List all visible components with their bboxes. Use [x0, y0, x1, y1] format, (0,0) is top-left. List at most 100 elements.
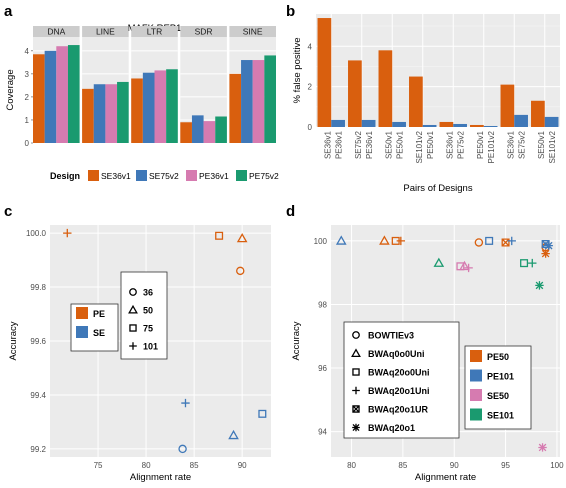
chart-c-xtick: 90: [238, 461, 247, 470]
chart-b-xtick: PE75v2: [456, 130, 465, 159]
chart-b-bar: [331, 119, 345, 127]
chart-a-bar: [264, 55, 276, 143]
chart-c-ylabel: Accuracy: [8, 321, 19, 360]
chart-d-shape-legend-label: BOWTIEv3: [368, 331, 414, 341]
chart-c-shape-legend-label: 75: [143, 324, 153, 334]
chart-c-xtick: 85: [190, 461, 199, 470]
chart-a-legend-label: PE36v1: [199, 171, 229, 181]
chart-d-shape-legend-symbol: [352, 368, 360, 376]
chart-a-ytick: 2: [25, 93, 30, 102]
chart-a-strip: [131, 26, 178, 37]
chart-c-shape-legend-box: [120, 271, 168, 360]
chart-a-strip: [33, 26, 80, 37]
chart-a-bar: [215, 116, 227, 143]
chart-a-ytick: 4: [25, 47, 30, 56]
chart-d-color-legend-label: SE101: [487, 411, 514, 421]
chart-b-xtick: PE50v1: [476, 130, 485, 159]
chart-d-point: [538, 443, 547, 452]
chart-d-color-legend-swatch: [470, 408, 482, 421]
chart-b-xtick: PE36v1: [365, 130, 374, 159]
chart-a-bar: [166, 69, 178, 143]
chart-d-point: [501, 238, 510, 247]
chart-a-bar: [131, 78, 143, 143]
chart-b-xtick: SE36v1: [506, 130, 515, 159]
chart-b-bar: [439, 121, 454, 127]
chart-a-bar: [180, 122, 192, 143]
chart-b-bar: [317, 18, 332, 128]
chart-d-accuracy: 80 85 90 95 100 94 96 98 100 Alignment rate Accura…: [291, 225, 564, 483]
chart-b-xtick: SE50v1: [384, 130, 393, 159]
chart-d-color-legend-label: PE101: [487, 372, 514, 382]
chart-d-point: [507, 236, 516, 246]
chart-d-point: [535, 281, 544, 290]
chart-a-ytick: 0: [25, 139, 30, 148]
chart-d-shape-legend-box: [343, 321, 460, 439]
chart-b-xtick: SE75v2: [517, 130, 526, 159]
chart-c-color-legend-label: SE: [93, 328, 105, 338]
chart-d-shape-legend-label: BWAq0o0Uni: [368, 349, 425, 359]
chart-a-bar: [93, 84, 106, 143]
chart-a-bar: [154, 70, 167, 143]
chart-c-ytick: 99.8: [30, 283, 46, 292]
chart-b-xtick: SE36v1: [445, 130, 454, 159]
chart-d-shape-legend-symbol: [352, 405, 360, 413]
chart-d-xlabel: Alignment rate: [415, 472, 476, 483]
chart-c-shape-legend-label: 36: [143, 288, 153, 298]
chart-b-bar: [392, 121, 406, 127]
chart-b-xlabel: Pairs of Designs: [403, 183, 472, 194]
chart-a-bar: [117, 81, 129, 143]
chart-b-xtick: PE36v1: [334, 130, 343, 159]
chart-c-point: [178, 444, 187, 454]
chart-a-strip: [82, 26, 129, 37]
chart-a-bar: [82, 88, 94, 143]
chart-b-xtick: PE101v2: [487, 130, 496, 163]
chart-a-ytick: 1: [25, 116, 30, 125]
chart-b-bar: [470, 124, 484, 127]
chart-d-ytick: 96: [318, 364, 327, 373]
chart-a-coverage: MAFK REP1Coverage01234DNALINELTRSDRSINED…: [5, 23, 279, 181]
chart-a-bar: [105, 84, 118, 143]
chart-b-bar: [361, 119, 376, 127]
chart-c-point: [236, 232, 248, 243]
chart-d-xtick: 85: [398, 461, 407, 470]
chart-c-xlabel: Alignment rate: [130, 472, 191, 483]
chart-a-legend-swatch: [236, 170, 247, 181]
chart-b-bar: [514, 114, 528, 127]
chart-c-shape-legend-symbol: [129, 288, 137, 296]
chart-a-bar: [67, 45, 80, 143]
chart-d-color-legend-swatch: [470, 369, 482, 382]
chart-c-point: [236, 266, 245, 276]
chart-b-xtick: PE50v1: [395, 130, 404, 159]
chart-c-ytick: 99.6: [30, 337, 46, 346]
chart-c-point: [228, 429, 239, 440]
chart-b-ytick: 4: [308, 42, 313, 51]
chart-d-shape-legend-symbol: [351, 348, 361, 358]
chart-c-color-legend-swatch: [76, 307, 88, 319]
panel-letter-b: b: [286, 3, 295, 20]
chart-a-ylabel: Coverage: [5, 69, 16, 110]
chart-a-bar: [241, 60, 253, 143]
chart-d-xtick: 100: [550, 461, 564, 470]
chart-c-point: [215, 231, 224, 240]
chart-d-point: [433, 257, 445, 267]
chart-a-bar: [252, 60, 265, 143]
chart-d-point: [474, 238, 484, 247]
chart-b-xtick: SE50v1: [537, 130, 546, 159]
chart-a-bar: [56, 46, 68, 143]
chart-c-shape-legend-label: 50: [143, 306, 153, 316]
chart-c-ytick: 99.2: [30, 445, 46, 454]
chart-a-legend-swatch: [88, 170, 99, 181]
chart-a-bar: [229, 73, 242, 143]
chart-b-xtick: SE101v2: [415, 130, 424, 163]
chart-d-point: [464, 263, 473, 273]
chart-b-bar: [409, 76, 423, 127]
chart-a-strip-label: LTR: [147, 27, 162, 37]
chart-c-shape-legend-symbol: [129, 342, 137, 350]
chart-d-point: [459, 260, 470, 271]
chart-c-color-legend-swatch: [76, 326, 88, 338]
chart-d-color-legend-swatch: [470, 350, 482, 362]
panel-letter-a: a: [4, 3, 13, 20]
chart-d-point: [485, 236, 494, 245]
chart-a-legend-label: PE75v2: [249, 171, 279, 181]
